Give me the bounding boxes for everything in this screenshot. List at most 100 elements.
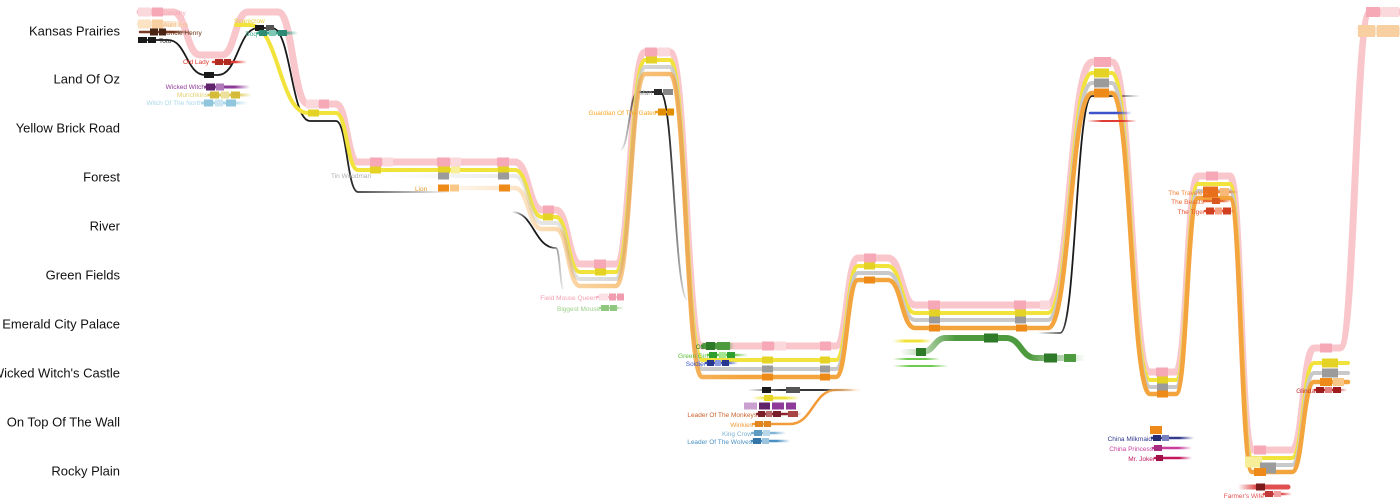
scene-block-scarecrow: [1015, 309, 1026, 317]
scene-block-oz: [717, 342, 730, 350]
character-label-king-crow: King Crow: [722, 431, 752, 438]
scene-block-aunt-em: [1358, 25, 1375, 37]
scene-block-tin-woodman: [1322, 368, 1338, 378]
scene-block-scarecrow: [308, 109, 319, 117]
scene-block-boq: [278, 30, 287, 36]
character-label-toto: Toto: [159, 38, 172, 45]
scene-block-oz: [706, 342, 715, 350]
scene-block-leader-of-the-wolves: [753, 438, 761, 444]
character-label-man: Man: [639, 90, 652, 97]
character-label-lion: Lion: [415, 186, 428, 193]
scene-block-leader-of-the-monkeys: [788, 411, 798, 417]
character-label-the-beasts: The Beasts: [1171, 199, 1205, 206]
character-label-boq: Boq: [245, 31, 257, 38]
character-label-winkies: Winkies: [730, 422, 754, 429]
scene-block-scarecrow: [1245, 456, 1262, 468]
scene-block-dorothy: [543, 205, 554, 215]
scene-block-tin-woodman: [438, 172, 449, 180]
scene-block-green-girl: [709, 352, 717, 358]
scene-block-field-mouse-queen: [609, 293, 616, 301]
scene-block-tin-woodman: [1015, 316, 1026, 324]
scene-block-dorothy: [451, 157, 461, 167]
character-label-witch-of-the-north: Witch Of The North: [146, 100, 202, 107]
scene-block-toto: [204, 72, 214, 78]
scene-block-uncle-henry: [159, 28, 166, 36]
scene-block-scarecrow: [1322, 358, 1338, 368]
scene-block-winkies: [755, 421, 763, 427]
scene-block-man: [663, 89, 673, 95]
character-label-tin-woodman: Tin Woodman: [331, 173, 371, 180]
scene-block-glinda: [1316, 387, 1324, 393]
scene-block-witch-of-the-north: [204, 99, 213, 107]
scene-block-tin-woodman: [1094, 78, 1109, 88]
scene-block-lion: [438, 184, 449, 192]
scene-block-lion: [1016, 324, 1027, 332]
scene-block-king-crow: [763, 430, 770, 436]
scene-block-lion: [1157, 390, 1168, 398]
scene-block-dorothy: [762, 341, 774, 351]
scene-block-uncle-henry: [150, 28, 158, 36]
scene-block-scarecrow: [762, 356, 773, 364]
scene-block-dorothy: [1094, 57, 1111, 67]
scene-block-munchkins: [210, 91, 219, 99]
scene-block-dorothy: [1366, 7, 1380, 17]
storyline-oz: [897, 335, 1088, 361]
character-label-the-travelers: The Travelers: [1168, 190, 1208, 197]
location-label-yellow-brick-road: Yellow Brick Road: [16, 121, 120, 136]
scene-block-farmer-s-wife: [1274, 491, 1281, 497]
character-label-soldier: Soldier: [686, 361, 707, 368]
scene-block-dorothy: [928, 300, 940, 310]
scene-block-toto: [762, 387, 771, 393]
location-label-kansas-prairies: Kansas Prairies: [29, 24, 121, 39]
scene-block-dorothy: [1040, 300, 1050, 310]
character-label-field-mouse-queen: Field Mouse Queen: [540, 295, 597, 302]
scene-block-scarecrow: [498, 166, 509, 174]
scene-block-tin-woodman: [1260, 462, 1276, 474]
storyline-lion: [417, 71, 1351, 475]
scene-block-biggest-mouse: [610, 305, 617, 311]
scene-block-scarecrow: [929, 309, 940, 317]
scene-block-man: [654, 89, 662, 95]
scene-block-scarecrow: [820, 356, 830, 364]
scene-block-the-beasts: [1212, 198, 1220, 204]
scene-block-field-mouse-queen: [599, 293, 608, 301]
character-label-leader-of-the-monkeys: Leader Of The Monkeys: [687, 412, 757, 419]
character-label-aunt-em: Aunt Em: [163, 22, 188, 29]
scene-block-wicked-witch: [744, 402, 757, 410]
character-label-dorothy: Dorothy: [163, 10, 187, 17]
scene-block-dorothy: [1320, 343, 1332, 353]
scene-block-soldier: [707, 360, 714, 366]
scene-block-china-princess: [1154, 445, 1162, 451]
scene-block-the-tiger: [1206, 207, 1214, 215]
scene-block-the-travelers: [1203, 186, 1218, 198]
scene-block-dorothy: [1254, 445, 1266, 455]
character-label-biggest-mouse: Biggest Mouse: [557, 306, 600, 313]
scene-block-toto: [786, 387, 800, 393]
scene-block-leader-of-the-monkeys: [773, 411, 781, 417]
location-label-emerald-city-palace: Emerald City Palace: [2, 317, 120, 332]
scene-block-dorothy: [1381, 7, 1399, 17]
scene-block-tin-woodman: [498, 172, 509, 180]
scene-block-soldier: [722, 360, 729, 366]
scene-block-china-milkmaid: [1150, 426, 1162, 434]
scene-block-old-lady: [224, 59, 231, 65]
scene-block-aunt-em: [138, 19, 151, 29]
scene-block-dorothy: [437, 157, 450, 167]
scene-block-scarecrow: [438, 166, 450, 174]
scene-block-tin-woodman: [762, 365, 773, 373]
scene-block-dorothy: [645, 47, 657, 57]
scene-block-toto: [138, 37, 147, 43]
scene-block-farmer-s-wife: [1265, 491, 1273, 497]
scene-block-dorothy: [306, 99, 318, 109]
location-label-wicked-witch-s-castle: Wicked Witch's Castle: [0, 366, 120, 381]
character-label-farmer-s-wife: Farmer's Wife: [1224, 493, 1265, 500]
scene-block-biggest-mouse: [601, 305, 609, 311]
scene-block-lion: [820, 373, 830, 381]
scene-block-dorothy: [1156, 367, 1168, 377]
scene-block-scarecrow: [764, 395, 773, 401]
scene-block-dorothy: [497, 157, 509, 167]
scene-block-wicked-witch: [772, 402, 784, 410]
scene-block-soldier: [715, 360, 721, 366]
